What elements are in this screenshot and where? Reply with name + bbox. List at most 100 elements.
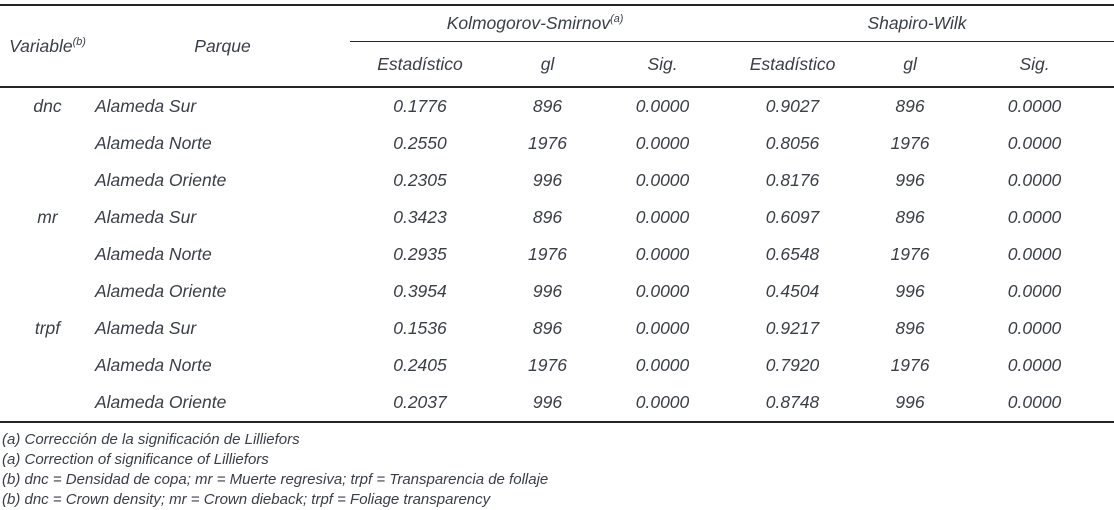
cell-ks-gl: 896 <box>532 207 563 227</box>
cell-ks-gl: 996 <box>532 392 563 412</box>
column-header-variable: Variable(b) <box>0 5 95 88</box>
cell-parque: Alameda Oriente <box>95 392 227 412</box>
cell-ks-sig: 0.0000 <box>635 244 690 264</box>
cell-ks-sig: 0.0000 <box>635 96 690 116</box>
table-row: Alameda Norte 0.2550 1976 0.0000 0.8056 … <box>0 125 1114 162</box>
cell-parque: Alameda Sur <box>95 318 197 338</box>
column-header-parque: Parque <box>95 5 350 88</box>
cell-ks-gl: 996 <box>532 170 563 190</box>
cell-ks-gl: 1976 <box>528 355 567 375</box>
subheader-sw-estadistico: Estadístico <box>720 41 866 88</box>
table-row: Alameda Oriente 0.2037 996 0.0000 0.8748… <box>0 384 1114 422</box>
cell-variable <box>0 273 95 310</box>
cell-sw-gl: 996 <box>895 170 925 190</box>
footnote-marker-b: (b) <box>72 35 86 48</box>
cell-ks-sig: 0.0000 <box>635 355 690 375</box>
footnote-italic-term: Lilliefors <box>244 431 300 448</box>
cell-variable <box>0 236 95 273</box>
cell-sw-sig: 0.0000 <box>1007 392 1062 412</box>
footnote-b-english: (b) dnc = Crown density; mr = Crown dieb… <box>2 490 1112 510</box>
table-row: trpf Alameda Sur 0.1536 896 0.0000 0.921… <box>0 310 1114 347</box>
cell-ks-gl: 1976 <box>528 244 567 264</box>
cell-variable: dnc <box>33 96 62 116</box>
cell-ks-gl: 1976 <box>528 133 567 153</box>
cell-ks-estadistico: 0.3423 <box>393 207 447 227</box>
normality-tests-table: Variable(b) Parque Kolmogorov-Smirnov(a)… <box>0 4 1114 423</box>
cell-ks-estadistico: 0.2550 <box>393 133 447 153</box>
cell-sw-sig: 0.0000 <box>1007 318 1062 338</box>
cell-variable <box>0 125 95 162</box>
cell-ks-sig: 0.0000 <box>635 170 690 190</box>
cell-sw-sig: 0.0000 <box>1007 133 1062 153</box>
cell-sw-sig: 0.0000 <box>1007 355 1062 375</box>
cell-sw-gl: 1976 <box>890 133 930 153</box>
cell-variable: trpf <box>34 318 61 338</box>
cell-ks-sig: 0.0000 <box>635 392 690 412</box>
cell-ks-estadistico: 0.2935 <box>393 244 447 264</box>
cell-sw-estadistico: 0.9217 <box>765 318 820 338</box>
table-row: mr Alameda Sur 0.3423 896 0.0000 0.6097 … <box>0 199 1114 236</box>
subheader-sw-sig: Sig. <box>955 41 1114 88</box>
cell-parque: Alameda Oriente <box>95 281 227 301</box>
footnote-text: (a) Corrección de la significación de <box>2 431 245 448</box>
subheader-sw-gl: gl <box>865 41 956 88</box>
cell-ks-gl: 996 <box>532 281 563 301</box>
cell-sw-gl: 996 <box>895 392 925 412</box>
variable-header-label: Variable <box>9 35 73 56</box>
cell-sw-sig: 0.0000 <box>1007 207 1062 227</box>
cell-parque: Alameda Norte <box>95 355 212 375</box>
cell-ks-estadistico: 0.1536 <box>393 318 447 338</box>
cell-sw-estadistico: 0.4504 <box>765 281 820 301</box>
footnote-b-spanish: (b) dnc = Densidad de copa; mr = Muerte … <box>2 470 1112 490</box>
cell-sw-sig: 0.0000 <box>1007 281 1062 301</box>
table-header: Variable(b) Parque Kolmogorov-Smirnov(a)… <box>0 5 1114 88</box>
footnote-text: (b) dnc = Crown density; mr = Crown dieb… <box>2 491 491 508</box>
cell-ks-estadistico: 0.3954 <box>393 281 447 301</box>
cell-sw-estadistico: 0.7920 <box>765 355 820 375</box>
cell-sw-sig: 0.0000 <box>1007 170 1062 190</box>
subheader-ks-sig: Sig. <box>605 41 721 88</box>
ks-group-label: Kolmogorov-Smirnov <box>446 13 611 33</box>
table-row: Alameda Norte 0.2935 1976 0.0000 0.6548 … <box>0 236 1114 273</box>
table-footnotes: (a) Corrección de la significación de Li… <box>0 423 1114 510</box>
cell-sw-gl: 896 <box>895 207 925 227</box>
cell-variable <box>0 384 95 422</box>
cell-sw-gl: 896 <box>895 96 925 116</box>
cell-sw-gl: 996 <box>895 281 925 301</box>
cell-parque: Alameda Oriente <box>95 170 227 190</box>
footnote-a-english: (a) Correction of significance of Lillie… <box>2 450 1112 470</box>
cell-variable <box>0 162 95 199</box>
table-row: dnc Alameda Sur 0.1776 896 0.0000 0.9027… <box>0 87 1114 125</box>
table-body: dnc Alameda Sur 0.1776 896 0.0000 0.9027… <box>0 87 1114 422</box>
cell-variable: mr <box>37 207 58 227</box>
group-header-shapiro-wilk: Shapiro-Wilk <box>720 5 1114 42</box>
cell-sw-sig: 0.0000 <box>1007 244 1062 264</box>
cell-ks-gl: 896 <box>532 318 563 338</box>
cell-ks-estadistico: 0.2405 <box>393 355 447 375</box>
cell-ks-estadistico: 0.2037 <box>393 392 447 412</box>
cell-sw-estadistico: 0.8748 <box>765 392 820 412</box>
subheader-ks-gl: gl <box>490 41 605 88</box>
cell-parque: Alameda Sur <box>95 96 197 116</box>
cell-sw-estadistico: 0.8056 <box>765 133 820 153</box>
table-row: Alameda Oriente 0.3954 996 0.0000 0.4504… <box>0 273 1114 310</box>
cell-sw-estadistico: 0.9027 <box>765 96 820 116</box>
cell-parque: Alameda Norte <box>95 244 212 264</box>
cell-sw-gl: 896 <box>895 318 925 338</box>
footnote-marker-a: (a) <box>610 13 624 26</box>
cell-sw-gl: 1976 <box>890 244 930 264</box>
cell-ks-estadistico: 0.1776 <box>393 96 447 116</box>
cell-ks-sig: 0.0000 <box>635 133 690 153</box>
cell-sw-estadistico: 0.8176 <box>765 170 820 190</box>
cell-parque: Alameda Sur <box>95 207 197 227</box>
cell-sw-estadistico: 0.6548 <box>765 244 820 264</box>
cell-ks-sig: 0.0000 <box>635 281 690 301</box>
footnote-text: (a) Correction of significance of Lillie… <box>2 451 269 468</box>
cell-ks-sig: 0.0000 <box>635 318 690 338</box>
cell-sw-estadistico: 0.6097 <box>765 207 820 227</box>
sw-group-label: Shapiro-Wilk <box>867 13 967 33</box>
cell-sw-gl: 1976 <box>890 355 930 375</box>
footnote-a-spanish: (a) Corrección de la significación de Li… <box>2 430 1112 450</box>
table-row: Alameda Norte 0.2405 1976 0.0000 0.7920 … <box>0 347 1114 384</box>
